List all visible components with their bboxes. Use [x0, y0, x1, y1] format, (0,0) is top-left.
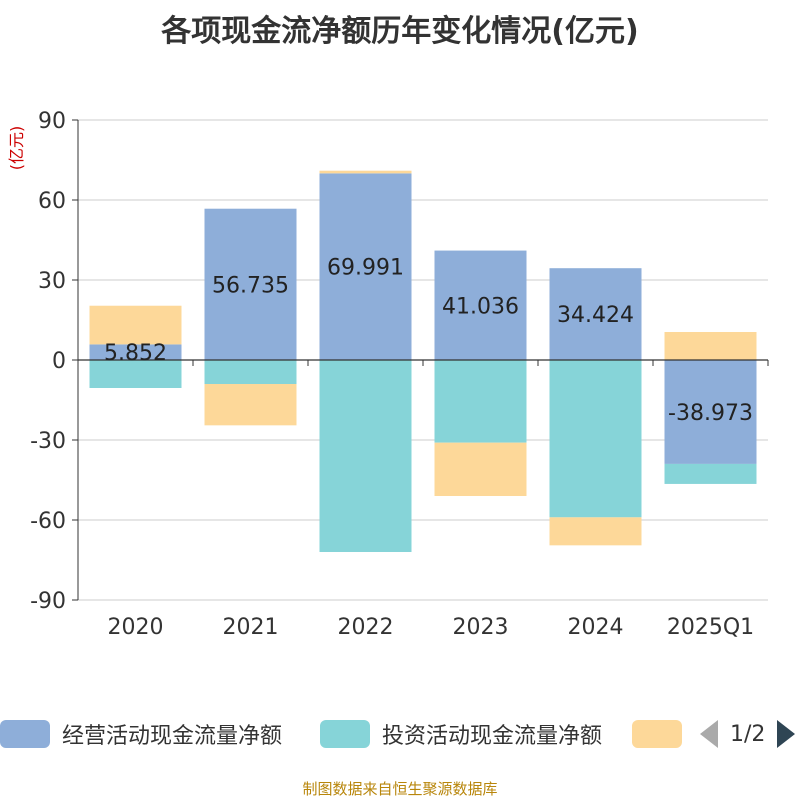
bar-2020-series-0	[89, 344, 182, 360]
bar-2025Q1-series-1	[664, 463, 757, 484]
legend-swatch-third	[632, 720, 682, 748]
bar-2025Q1-series-0	[664, 360, 757, 464]
x-tick-label: 2023	[453, 615, 509, 640]
pager-next-icon[interactable]	[777, 720, 796, 748]
bar-2021-series-2	[204, 384, 297, 426]
legend-item-operating[interactable]: 经营活动现金流量净额	[0, 714, 282, 754]
legend-label-operating: 经营活动现金流量净额	[62, 724, 283, 749]
bar-2021-series-0	[204, 208, 297, 360]
y-tick-label: 0	[52, 349, 66, 374]
legend-item-third[interactable]	[632, 714, 682, 754]
y-tick-label: 30	[38, 269, 66, 294]
y-tick-label: -30	[30, 429, 66, 454]
data-label-operating: 56.735	[212, 273, 289, 298]
label-layer: 5.852 56.735 69.991 41.036 34.424 -38.973	[104, 256, 753, 426]
y-tick-label: -90	[30, 589, 66, 614]
bar-2023-series-2	[434, 442, 527, 496]
chart-title: 各项现金流净额历年变化情况(亿元)	[161, 14, 639, 49]
data-label-operating: 69.991	[327, 256, 404, 281]
bar-2022-series-1	[319, 360, 412, 552]
x-tick-label: 2021	[223, 615, 279, 640]
y-tick-label: 60	[38, 189, 66, 214]
bar-2024-series-1	[549, 360, 642, 518]
chart-plot: 90 60 30 0 -30 -60 -90 (亿元) 2020 2021 2022 2023 2024…	[7, 109, 769, 640]
bar-2021-series-1	[204, 360, 297, 384]
y-axis-unit-label: (亿元)	[7, 126, 26, 171]
legend-swatch-operating	[0, 720, 50, 748]
grid-layer	[78, 119, 768, 601]
legend-label-investing: 投资活动现金流量净额	[382, 724, 603, 749]
legend-page-indicator: 1/2	[730, 721, 766, 747]
x-tick-label: 2022	[338, 615, 394, 640]
bar-layer	[89, 170, 757, 552]
legend-item-investing[interactable]: 投资活动现金流量净额	[320, 714, 602, 754]
bar-2025Q1-series-2	[664, 332, 757, 360]
bar-2020-series-2	[89, 305, 182, 345]
legend: 经营活动现金流量净额 投资活动现金流量净额 1/2	[0, 714, 800, 754]
bar-2022-series-2	[319, 170, 412, 174]
bar-2020-series-1	[89, 360, 182, 388]
bar-2024-series-2	[549, 517, 642, 546]
x-tick-label: 2025Q1	[667, 615, 754, 640]
bar-2023-series-0	[434, 250, 527, 360]
y-tick-label: 90	[38, 109, 66, 134]
pager-prev-icon[interactable]	[700, 720, 718, 748]
data-label-operating: -38.973	[668, 401, 753, 426]
source-note: 制图数据来自恒生聚源数据库	[302, 780, 498, 798]
legend-pager: 1/2	[700, 714, 796, 754]
data-label-operating: 5.852	[104, 341, 167, 366]
bar-2024-series-0	[549, 268, 642, 360]
bar-2022-series-0	[319, 173, 412, 360]
bar-2023-series-1	[434, 360, 527, 443]
x-tick-label: 2024	[568, 615, 624, 640]
data-label-operating: 41.036	[442, 294, 519, 319]
y-tick-label: -60	[30, 509, 66, 534]
x-tick-label: 2020	[108, 615, 164, 640]
data-label-operating: 34.424	[557, 303, 634, 328]
axis-layer: 90 60 30 0 -30 -60 -90 (亿元) 2020 2021 2022 2023 2024…	[7, 109, 769, 640]
legend-swatch-investing	[320, 720, 370, 748]
